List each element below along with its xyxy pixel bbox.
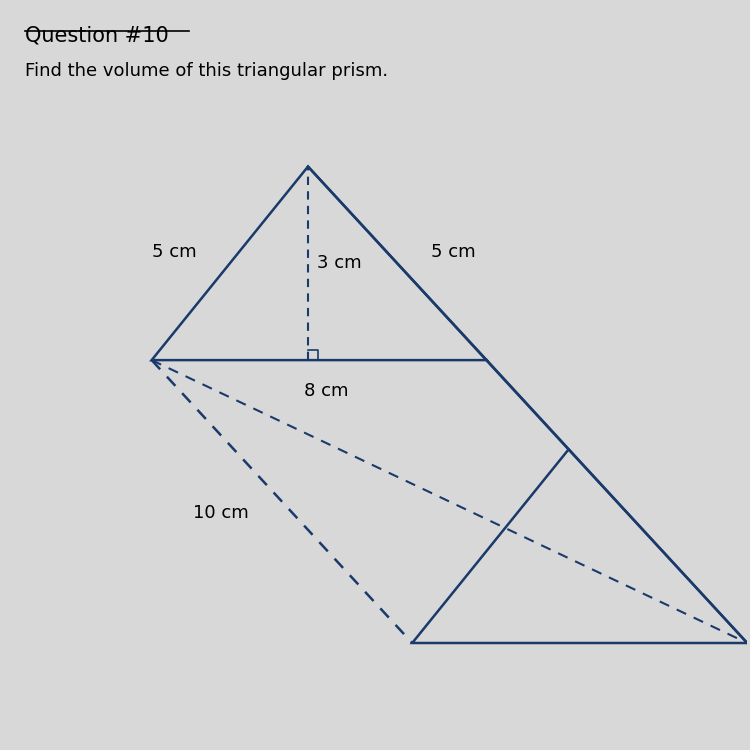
Text: 5 cm: 5 cm (152, 243, 196, 261)
Text: Find the volume of this triangular prism.: Find the volume of this triangular prism… (25, 62, 388, 80)
Text: 10 cm: 10 cm (193, 504, 248, 522)
Text: Question #10: Question #10 (25, 25, 169, 45)
Text: 3 cm: 3 cm (317, 254, 362, 272)
Text: 8 cm: 8 cm (304, 382, 349, 400)
Text: 5 cm: 5 cm (430, 243, 476, 261)
